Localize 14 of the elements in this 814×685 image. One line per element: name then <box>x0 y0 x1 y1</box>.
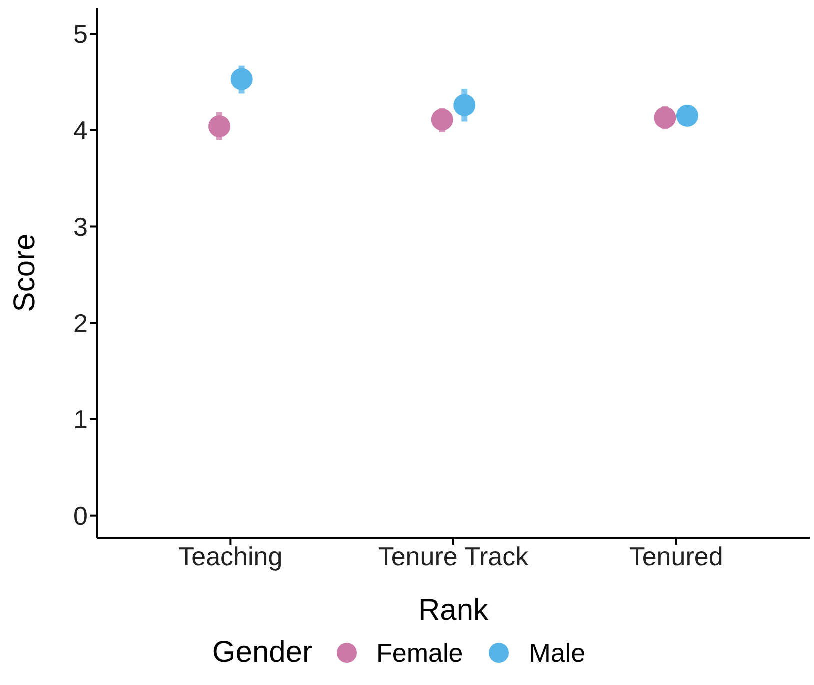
x-tick-label: Tenure Track <box>378 541 530 572</box>
y-tick-label: 3 <box>74 212 88 242</box>
legend-title: Gender <box>212 636 312 670</box>
y-tick-label: 1 <box>74 404 88 435</box>
y-tick-label: 5 <box>74 19 88 50</box>
y-axis-title: Score <box>8 234 42 312</box>
y-tick-label: 4 <box>74 116 88 146</box>
x-tick-label: Teaching <box>178 541 283 572</box>
x-tick-label: Tenured <box>629 541 724 572</box>
legend-label: Female <box>376 638 464 668</box>
y-tick-label: 2 <box>74 308 88 338</box>
legend-label: Male <box>528 638 586 668</box>
x-axis-title: Rank <box>418 594 490 627</box>
y-tick-label: 0 <box>74 501 88 532</box>
